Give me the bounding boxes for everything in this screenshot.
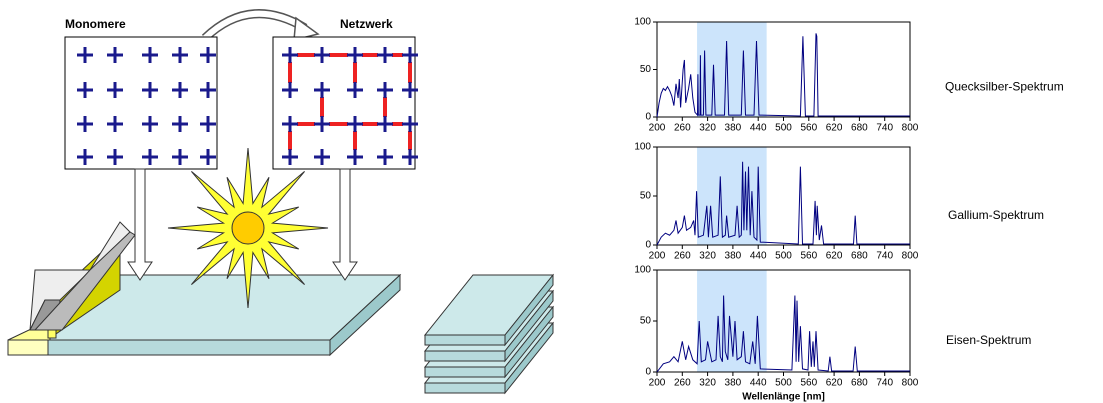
y-tick-label: 100 <box>634 142 651 153</box>
x-tick-label: 200 <box>649 378 666 389</box>
plate-front <box>425 351 505 361</box>
sun-core <box>232 212 264 244</box>
process-diagram: Monomere Netzwerk <box>8 14 553 393</box>
spectrum-label: Eisen-Spektrum <box>946 333 1031 347</box>
y-tick-label: 0 <box>645 367 651 378</box>
monomer-panel <box>65 37 217 169</box>
x-tick-label: 620 <box>826 123 843 134</box>
x-tick-label: 200 <box>649 123 666 134</box>
x-tick-label: 380 <box>725 378 742 389</box>
x-tick-label: 500 <box>775 123 792 134</box>
x-tick-label: 500 <box>775 251 792 262</box>
light-source <box>168 148 328 308</box>
x-tick-label: 260 <box>674 251 691 262</box>
x-tick-label: 680 <box>851 378 868 389</box>
spectrum-label: Gallium-Spektrum <box>948 208 1044 222</box>
label-netzwerk: Netzwerk <box>340 17 393 31</box>
y-tick-label: 50 <box>640 316 652 327</box>
x-tick-label: 320 <box>699 378 716 389</box>
x-tick-label: 260 <box>674 123 691 134</box>
x-tick-label: 560 <box>800 123 817 134</box>
y-tick-label: 100 <box>634 265 651 276</box>
x-tick-label: 680 <box>851 251 868 262</box>
y-tick-label: 0 <box>645 240 651 251</box>
plate-front <box>425 383 505 393</box>
x-tick-label: 800 <box>902 251 919 262</box>
highlight-band <box>697 270 767 372</box>
plot-area <box>657 270 910 372</box>
x-tick-label: 620 <box>826 251 843 262</box>
spectrum-label: Quecksilber-Spektrum <box>945 80 1064 94</box>
plate-front <box>425 335 505 345</box>
x-tick-label: 740 <box>876 378 893 389</box>
highlight-band <box>697 147 767 245</box>
plot-area <box>657 22 910 117</box>
x-tick-label: 560 <box>800 251 817 262</box>
x-tick-label: 620 <box>826 378 843 389</box>
x-tick-label: 800 <box>902 378 919 389</box>
figure: Monomere Netzwerk 0 50 100 200 260 320 380 440 5… <box>0 0 1103 403</box>
x-tick-label: 440 <box>750 123 767 134</box>
plate-front <box>425 367 505 377</box>
x-tick-label: 740 <box>876 123 893 134</box>
y-tick-label: 50 <box>640 191 652 202</box>
x-tick-label: 440 <box>750 251 767 262</box>
x-tick-label: 500 <box>775 378 792 389</box>
x-tick-label: 380 <box>725 123 742 134</box>
x-tick-label: 740 <box>876 251 893 262</box>
coated-strip <box>8 340 48 355</box>
x-tick-label: 320 <box>699 123 716 134</box>
plate-stack <box>425 275 553 393</box>
x-tick-label: 200 <box>649 251 666 262</box>
down-arrow <box>128 169 152 280</box>
x-tick-label: 440 <box>750 378 767 389</box>
x-axis-label: Wellenlänge [nm] <box>742 392 825 403</box>
y-tick-label: 0 <box>645 112 651 123</box>
x-tick-label: 380 <box>725 251 742 262</box>
x-tick-label: 320 <box>699 251 716 262</box>
label-monomere: Monomere <box>65 17 126 31</box>
down-arrow <box>333 169 357 280</box>
x-tick-label: 680 <box>851 123 868 134</box>
highlight-band <box>697 22 767 117</box>
x-tick-label: 800 <box>902 123 919 134</box>
y-tick-label: 100 <box>634 17 651 28</box>
slab-front <box>48 340 330 355</box>
x-tick-label: 260 <box>674 378 691 389</box>
y-tick-label: 50 <box>640 64 652 75</box>
x-tick-label: 560 <box>800 378 817 389</box>
